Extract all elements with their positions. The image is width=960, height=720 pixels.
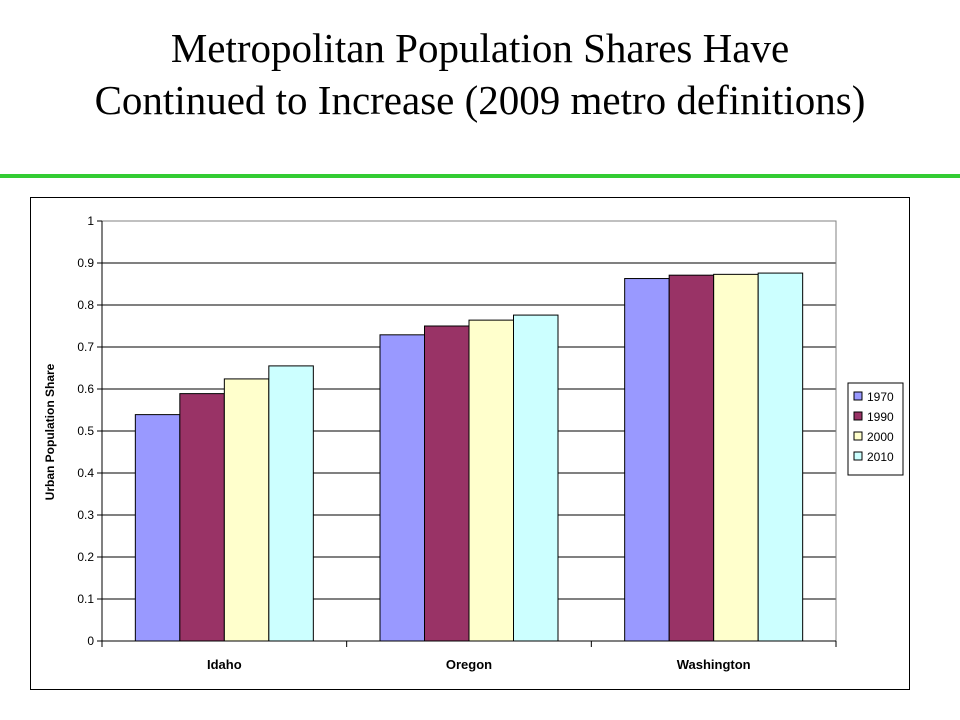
- legend-swatch: [853, 451, 863, 461]
- x-tick-label: Oregon: [446, 657, 492, 672]
- bar-idaho-1970: [134, 414, 181, 642]
- bar-washington-1990: [668, 274, 715, 642]
- bar-washington-2000: [713, 273, 759, 642]
- legend-swatch: [853, 431, 863, 441]
- title-divider: [0, 174, 960, 178]
- x-tick-label: Washington: [677, 657, 751, 672]
- y-tick-label: 0.6: [77, 382, 94, 396]
- bar-chart: 0 0.1 0.2 0.3 0.4 0.5 0.6 0.7 0.8 0.9 1 Idaho Orego…: [30, 197, 910, 690]
- slide-title: Metropolitan Population Shares Have Cont…: [0, 22, 960, 126]
- bar-washington-2010: [757, 272, 804, 642]
- y-axis: 0 0.1 0.2 0.3 0.4 0.5 0.6 0.7 0.8 0.9 1: [77, 214, 103, 648]
- y-tick-label: 0.5: [77, 424, 94, 438]
- y-tick-label: 0.8: [77, 298, 94, 312]
- y-tick-label: 0.3: [77, 508, 94, 522]
- bar-oregon-2010: [513, 314, 559, 642]
- legend-label: 1990: [867, 410, 894, 424]
- y-tick-label: 0: [87, 634, 94, 648]
- bars: [134, 272, 804, 642]
- legend-label: 2000: [867, 430, 894, 444]
- bar-idaho-2010: [268, 365, 314, 642]
- y-tick-label: 0.7: [77, 340, 94, 354]
- y-tick-label: 1: [87, 214, 94, 228]
- bar-oregon-1990: [424, 325, 470, 642]
- y-tick-label: 0.9: [77, 256, 94, 270]
- legend: 1970 1990 2000 2010: [847, 382, 904, 476]
- x-axis: Idaho Oregon Washington: [101, 640, 837, 672]
- legend-label: 2010: [867, 450, 894, 464]
- x-tick-label: Idaho: [207, 657, 242, 672]
- legend-label: 1970: [867, 390, 894, 404]
- bar-oregon-1970: [379, 334, 425, 642]
- y-tick-label: 0.1: [77, 592, 94, 606]
- bar-oregon-2000: [468, 319, 514, 642]
- slide-title-line-2: Continued to Increase (2009 metro defini…: [94, 77, 866, 123]
- bar-idaho-2000: [223, 378, 270, 642]
- y-tick-label: 0.4: [77, 466, 94, 480]
- bar-idaho-1990: [179, 393, 225, 642]
- legend-swatch: [853, 411, 863, 421]
- slide-title-line-1: Metropolitan Population Shares Have: [170, 25, 790, 71]
- bar-washington-1970: [624, 278, 670, 642]
- legend-swatch: [853, 391, 863, 401]
- y-tick-label: 0.2: [77, 550, 94, 564]
- y-axis-label: Urban Population Share: [43, 363, 57, 500]
